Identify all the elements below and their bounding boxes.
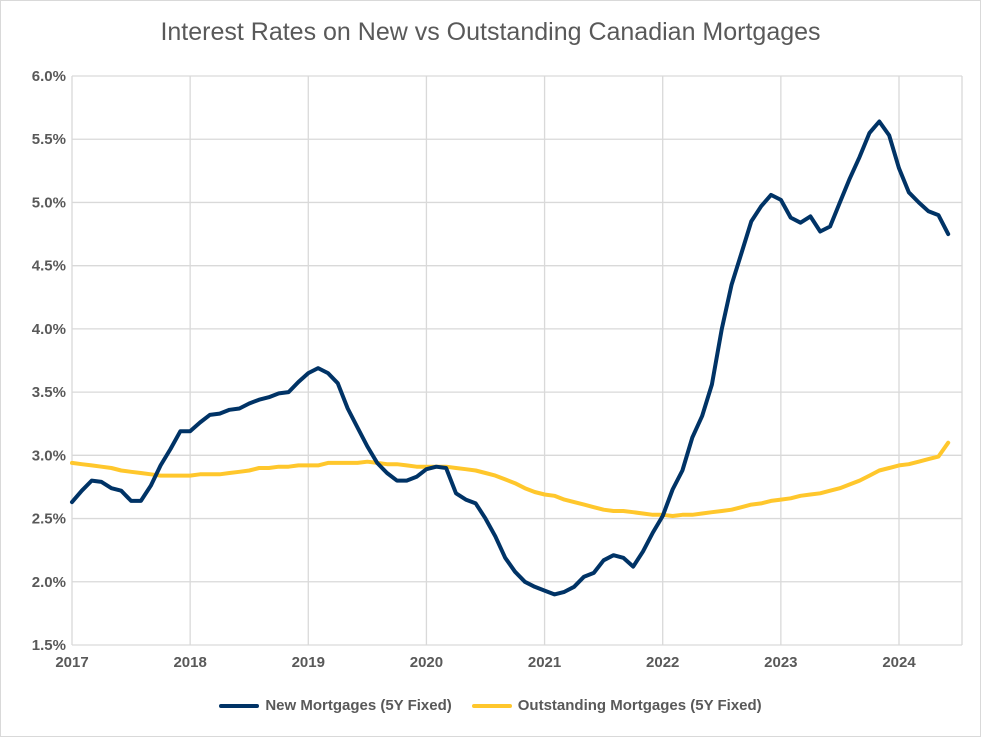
x-tick-label: 2024 [882, 654, 916, 671]
legend: New Mortgages (5Y Fixed) Outstanding Mor… [0, 697, 981, 714]
y-tick-label: 1.5% [32, 637, 66, 654]
y-tick-label: 4.5% [32, 258, 66, 275]
series-line-outstanding [70, 440, 951, 518]
y-tick-label: 2.5% [32, 511, 66, 528]
x-tick-label: 2023 [764, 654, 797, 671]
legend-label-new: New Mortgages (5Y Fixed) [265, 697, 452, 714]
legend-swatch-new [219, 703, 260, 708]
series-line-new [70, 119, 951, 597]
legend-swatch-outstanding [471, 703, 512, 708]
x-tick-label: 2018 [173, 654, 206, 671]
x-tick-label: 2021 [528, 654, 561, 671]
chart-title: Interest Rates on New vs Outstanding Can… [160, 18, 821, 46]
y-tick-label: 2.0% [32, 574, 66, 591]
x-tick-label: 2022 [646, 654, 679, 671]
y-tick-label: 5.5% [32, 131, 66, 148]
x-tick-label: 2017 [55, 654, 88, 671]
legend-item-outstanding: Outstanding Mortgages (5Y Fixed) [471, 697, 762, 714]
y-tick-label: 3.0% [32, 447, 66, 464]
x-tick-label: 2020 [410, 654, 443, 671]
legend-label-outstanding: Outstanding Mortgages (5Y Fixed) [517, 697, 762, 714]
x-tick-label: 2019 [292, 654, 325, 671]
y-tick-label: 5.0% [32, 194, 66, 211]
y-tick-label: 6.0% [32, 68, 66, 85]
y-tick-label: 4.0% [32, 321, 66, 338]
y-tick-label: 3.5% [32, 384, 66, 401]
legend-item-new: New Mortgages (5Y Fixed) [219, 697, 452, 714]
